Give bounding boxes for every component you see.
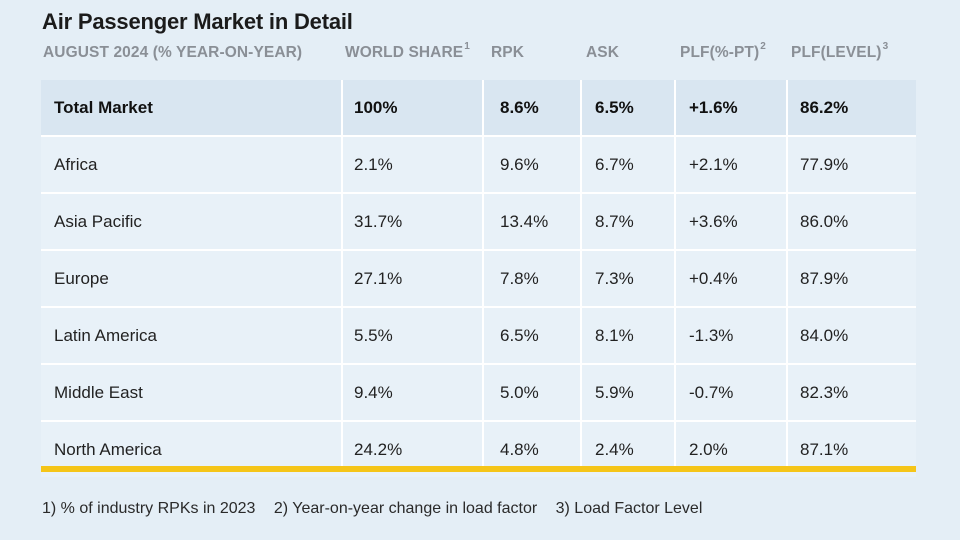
cell-ask: 6.7%: [595, 155, 634, 174]
footnote-2: 2) Year-on-year change in load factor: [273, 500, 538, 517]
footnotes: 1) % of industry RPKs in 2023 2) Year-on…: [42, 500, 716, 518]
cell-rpk: 4.8%: [500, 440, 539, 459]
cell-ask: 8.7%: [595, 212, 634, 231]
cell-rpk: 7.8%: [500, 269, 539, 288]
cell-plf-change: +3.6%: [689, 212, 738, 231]
table-row: Asia Pacific 31.7% 13.4% 8.7% +3.6% 86.0%: [41, 194, 916, 251]
header-world-share: WORLD SHARE1: [345, 41, 470, 61]
cell-ask: 7.3%: [595, 269, 634, 288]
cell-region: Total Market: [54, 98, 153, 117]
header-rpk: RPK: [491, 44, 525, 61]
cell-plf-level: 84.0%: [800, 326, 849, 345]
cell-rpk: 6.5%: [500, 326, 539, 345]
column-divider: [482, 80, 484, 466]
header-region: AUGUST 2024 (% YEAR-ON-YEAR): [43, 44, 303, 61]
cell-rpk: 8.6%: [500, 98, 539, 117]
cell-world-share: 24.2%: [354, 440, 403, 459]
cell-plf-change: +0.4%: [689, 269, 738, 288]
cell-plf-level: 82.3%: [800, 383, 849, 402]
cell-region: Asia Pacific: [54, 212, 142, 231]
footnote-marker-1: 1: [464, 41, 470, 52]
table-row: Latin America 5.5% 6.5% 8.1% -1.3% 84.0%: [41, 308, 916, 365]
cell-plf-level: 77.9%: [800, 155, 849, 174]
cell-region: North America: [54, 440, 162, 459]
cell-region: Africa: [54, 155, 98, 174]
header-plf-change: PLF(%-PT)2: [680, 41, 766, 61]
header-plf-level: PLF(LEVEL)3: [791, 41, 889, 61]
cell-world-share: 9.4%: [354, 383, 393, 402]
cell-region: Latin America: [54, 326, 157, 345]
cell-plf-level: 87.9%: [800, 269, 849, 288]
cell-world-share: 5.5%: [354, 326, 393, 345]
cell-plf-level: 87.1%: [800, 440, 849, 459]
cell-plf-level: 86.2%: [800, 98, 849, 117]
cell-world-share: 100%: [354, 98, 398, 117]
column-divider: [341, 80, 343, 466]
footnote-marker-2: 2: [760, 41, 766, 52]
column-divider: [674, 80, 676, 466]
cell-plf-change: 2.0%: [689, 440, 728, 459]
footnote-1: 1) % of industry RPKs in 2023: [42, 500, 256, 517]
cell-plf-change: +2.1%: [689, 155, 738, 174]
table-row: Middle East 9.4% 5.0% 5.9% -0.7% 82.3%: [41, 365, 916, 422]
cell-rpk: 13.4%: [500, 212, 549, 231]
cell-plf-level: 86.0%: [800, 212, 849, 231]
cell-ask: 5.9%: [595, 383, 634, 402]
column-divider: [786, 80, 788, 466]
cell-ask: 2.4%: [595, 440, 634, 459]
cell-world-share: 27.1%: [354, 269, 403, 288]
cell-region: Middle East: [54, 383, 143, 402]
cell-ask: 8.1%: [595, 326, 634, 345]
header-ask: ASK: [586, 44, 620, 61]
table-header: AUGUST 2024 (% YEAR-ON-YEAR) WORLD SHARE…: [0, 41, 960, 74]
footnote-marker-3: 3: [882, 41, 889, 52]
cell-plf-change: -0.7%: [689, 383, 734, 402]
cell-ask: 6.5%: [595, 98, 634, 117]
footnote-3: 3) Load Factor Level: [555, 500, 703, 517]
cell-rpk: 5.0%: [500, 383, 539, 402]
table-row: Europe 27.1% 7.8% 7.3% +0.4% 87.9%: [41, 251, 916, 308]
market-table: Total Market 100% 8.6% 6.5% +1.6% 86.2% Africa…: [41, 80, 916, 477]
cell-world-share: 2.1%: [354, 155, 393, 174]
cell-plf-change: +1.6%: [689, 98, 738, 117]
table-row-total: Total Market 100% 8.6% 6.5% +1.6% 86.2%: [41, 80, 916, 137]
cell-rpk: 9.6%: [500, 155, 539, 174]
column-divider: [580, 80, 582, 466]
cell-world-share: 31.7%: [354, 212, 403, 231]
table-row: Africa 2.1% 9.6% 6.7% +2.1% 77.9%: [41, 137, 916, 194]
page-title: Air Passenger Market in Detail: [42, 9, 353, 34]
cell-region: Europe: [54, 269, 109, 288]
cell-plf-change: -1.3%: [689, 326, 734, 345]
accent-bar: [41, 466, 916, 472]
